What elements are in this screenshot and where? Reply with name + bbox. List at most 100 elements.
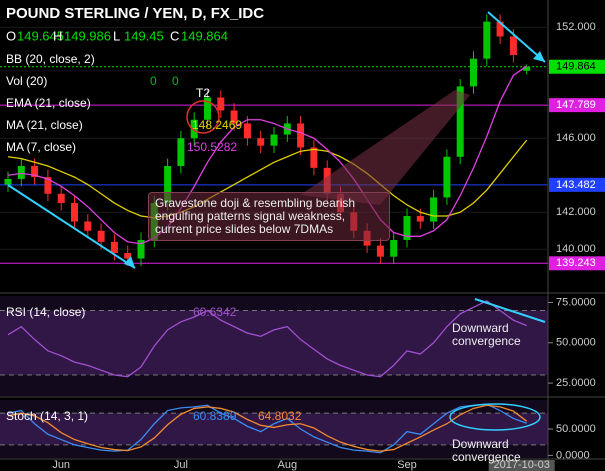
level-label: 139.243 [556,257,596,269]
candle-body [243,123,251,139]
candle-body [217,97,225,111]
candle-body [17,166,25,179]
candle-body [110,241,118,253]
candle-body [470,58,477,87]
legend-label: MA (7, close) [6,140,76,154]
x-label-bg [488,460,555,471]
indicator-label: Vol (20) [6,74,47,88]
level-label-bg [549,256,605,271]
trend-arrow [474,298,546,323]
chart-title: POUND STERLING / YEN, D, FX_IDC [6,5,264,22]
indicator-line [7,404,528,452]
band [0,413,548,445]
annotation-box: Gravestone doji & resembling bearish eng… [148,192,390,241]
indicator-value: 0 [172,74,179,88]
x-tick-label: 2017-10-03 [494,459,550,471]
annotation: Downward convergence [452,437,521,464]
y-tick-label: 50.0000 [556,337,596,349]
indicator-value: 60.6342 [193,305,237,319]
candle-body [376,245,384,257]
legend-value: 150.5282 [187,140,237,154]
candle-body [483,21,491,59]
arrow-head [124,256,135,268]
arrow-head [533,51,545,62]
ohlc-value: 149.645 [17,28,64,43]
trend-arrow [487,11,546,63]
y-tick-label: 50.0000 [556,423,596,435]
band [0,310,548,376]
ma-line [7,65,528,245]
annotation: T2 [196,86,210,100]
y-tick-label: 146.000 [556,132,596,144]
level-label: 143.482 [556,179,596,191]
x-tick-label: Aug [278,459,298,471]
candle-body [137,240,145,259]
candle-body [164,166,172,204]
y-tick-label: 140.000 [556,243,596,255]
x-tick-label: Jun [52,459,70,471]
level-label: 149.864 [556,61,596,73]
level-label-bg [549,177,605,192]
ohlc-label: H [53,28,62,43]
candle-body [403,215,411,241]
candle-body [297,123,305,148]
y-tick-label: 25.0000 [556,377,596,389]
x-tick-label: Jul [174,459,188,471]
candle-body [230,110,238,124]
candle-body [496,21,504,37]
level-label-bg [549,98,605,113]
ohlc-value: 149.45 [124,28,164,43]
candle-body [390,240,398,257]
candle-body [523,66,531,71]
candle-body [310,147,318,168]
indicator-label: BB (20, close, 2) [6,52,95,66]
level-label: 147.789 [556,99,596,111]
annotation: Downward convergence [452,321,521,348]
candle-body [57,193,65,204]
legend-label: MA (21, close) [6,118,83,132]
candle-body [443,156,451,198]
y-tick-label: 75.0000 [556,296,596,308]
highlight-circle [186,100,220,134]
candle-body [44,177,52,194]
legend-value: 148.2469 [192,118,242,132]
candle-body [270,134,278,146]
ohlc-label: L [113,28,120,43]
candle-body [430,197,438,222]
indicator-line [7,300,527,378]
candle-body [204,97,211,120]
y-tick-label: 152.000 [556,21,596,33]
ohlc-label: C [170,28,179,43]
callout-pointer [300,90,470,205]
highlight-ellipse [449,403,541,431]
panel-title: RSI (14, close) [6,305,85,319]
candle-body [4,178,12,185]
panel-title: Stoch (14, 3, 1) [6,409,88,423]
y-tick-label: 0.0000 [556,449,590,461]
candle-body [456,86,464,157]
candle-body [31,166,39,178]
candle-body [97,230,105,242]
candle-body [416,215,424,222]
candle-body [84,221,92,231]
ohlc-value: 149.986 [64,28,111,43]
y-tick-label: 142.000 [556,206,596,218]
ma-line [7,139,528,219]
indicator-value: 64.8032 [258,409,302,423]
candle-body [71,203,78,222]
candle-body [509,36,517,55]
ohlc-value: 149.864 [181,28,228,43]
indicator-line [7,403,527,454]
x-tick-label: Sep [397,459,417,471]
level-label-bg [549,59,605,74]
ohlc-label: O [6,28,16,43]
candle-body [124,252,132,259]
trend-arrow [7,184,136,269]
indicator-label: EMA (21, close) [6,96,91,110]
candle-body [190,119,198,139]
rsi-panel [0,296,548,396]
candle-body [257,138,265,146]
indicator-value: 0 [150,74,157,88]
candle-body [177,138,185,167]
